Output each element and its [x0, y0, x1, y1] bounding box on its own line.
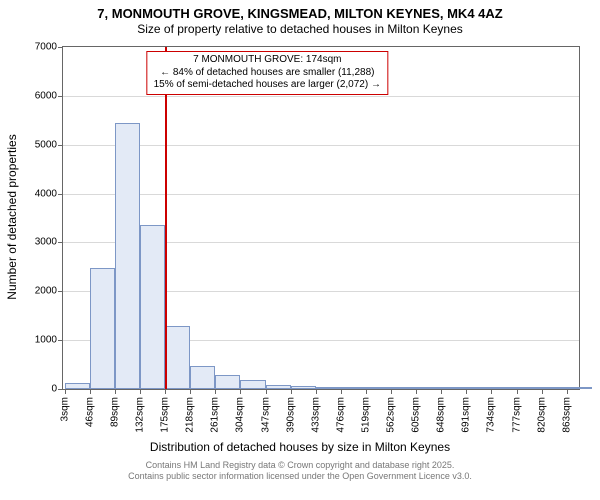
- xtick-label: 89sqm: [109, 397, 120, 427]
- xtick-mark: [266, 389, 267, 394]
- histogram-bar: [140, 225, 165, 389]
- ytick-label: 6000: [35, 90, 57, 101]
- x-axis-label: Distribution of detached houses by size …: [0, 440, 600, 454]
- xtick-mark: [215, 389, 216, 394]
- xtick-mark: [240, 389, 241, 394]
- histogram-bar: [90, 268, 115, 389]
- xtick-label: 863sqm: [561, 397, 572, 433]
- ytick-mark: [58, 242, 63, 243]
- xtick-label: 820sqm: [536, 397, 547, 433]
- xtick-mark: [441, 389, 442, 394]
- xtick-mark: [140, 389, 141, 394]
- histogram-bar: [366, 387, 391, 389]
- attribution-line-1: Contains HM Land Registry data © Crown c…: [0, 460, 600, 471]
- plot-area: 010002000300040005000600070003sqm46sqm89…: [62, 46, 580, 390]
- histogram-bar: [240, 380, 265, 389]
- xtick-label: 218sqm: [185, 397, 196, 433]
- xtick-label: 46sqm: [84, 397, 95, 427]
- histogram-bar: [291, 386, 316, 389]
- ytick-mark: [58, 47, 63, 48]
- histogram-bar: [190, 366, 215, 389]
- ytick-mark: [58, 340, 63, 341]
- xtick-mark: [190, 389, 191, 394]
- histogram-bar: [115, 123, 140, 389]
- xtick-mark: [391, 389, 392, 394]
- xtick-label: 175sqm: [160, 397, 171, 433]
- attribution-text: Contains HM Land Registry data © Crown c…: [0, 460, 600, 482]
- xtick-label: 734sqm: [486, 397, 497, 433]
- ytick-mark: [58, 145, 63, 146]
- histogram-bar: [266, 385, 291, 389]
- xtick-mark: [567, 389, 568, 394]
- histogram-bar: [65, 383, 90, 389]
- xtick-mark: [416, 389, 417, 394]
- xtick-label: 691sqm: [461, 397, 472, 433]
- histogram-bar: [567, 387, 592, 389]
- xtick-label: 433sqm: [310, 397, 321, 433]
- ytick-mark: [58, 194, 63, 195]
- histogram-bar: [416, 387, 441, 389]
- xtick-mark: [491, 389, 492, 394]
- xtick-mark: [291, 389, 292, 394]
- xtick-mark: [316, 389, 317, 394]
- ytick-label: 0: [51, 384, 57, 395]
- ytick-label: 2000: [35, 286, 57, 297]
- histogram-bar: [341, 387, 366, 389]
- xtick-mark: [115, 389, 116, 394]
- histogram-bar: [517, 387, 542, 389]
- annotation-line-1: 7 MONMOUTH GROVE: 174sqm: [154, 54, 381, 67]
- property-annotation: 7 MONMOUTH GROVE: 174sqm← 84% of detache…: [147, 51, 388, 95]
- ytick-mark: [58, 96, 63, 97]
- xtick-label: 648sqm: [436, 397, 447, 433]
- grid-line: [63, 96, 579, 97]
- xtick-mark: [517, 389, 518, 394]
- ytick-mark: [58, 389, 63, 390]
- chart-title-block: 7, MONMOUTH GROVE, KINGSMEAD, MILTON KEY…: [0, 0, 600, 36]
- chart-title-1: 7, MONMOUTH GROVE, KINGSMEAD, MILTON KEY…: [0, 6, 600, 22]
- histogram-bar: [542, 387, 567, 389]
- ytick-label: 7000: [35, 42, 57, 53]
- attribution-line-2: Contains public sector information licen…: [0, 471, 600, 482]
- xtick-mark: [341, 389, 342, 394]
- histogram-bar: [466, 387, 491, 389]
- xtick-mark: [542, 389, 543, 394]
- grid-line: [63, 194, 579, 195]
- xtick-mark: [165, 389, 166, 394]
- xtick-label: 562sqm: [386, 397, 397, 433]
- xtick-label: 3sqm: [59, 397, 70, 421]
- histogram-bar: [441, 387, 466, 389]
- ytick-label: 4000: [35, 188, 57, 199]
- xtick-label: 777sqm: [511, 397, 522, 433]
- xtick-mark: [90, 389, 91, 394]
- xtick-label: 390sqm: [285, 397, 296, 433]
- histogram-bar: [491, 387, 516, 389]
- annotation-line-2: ← 84% of detached houses are smaller (11…: [154, 67, 381, 80]
- xtick-label: 304sqm: [235, 397, 246, 433]
- histogram-bar: [391, 387, 416, 389]
- xtick-mark: [366, 389, 367, 394]
- xtick-mark: [65, 389, 66, 394]
- xtick-label: 476sqm: [335, 397, 346, 433]
- histogram-bar: [316, 387, 341, 389]
- xtick-label: 132sqm: [135, 397, 146, 433]
- property-marker-line: [165, 47, 167, 389]
- ytick-mark: [58, 291, 63, 292]
- xtick-label: 519sqm: [360, 397, 371, 433]
- xtick-label: 261sqm: [210, 397, 221, 433]
- histogram-chart: 7, MONMOUTH GROVE, KINGSMEAD, MILTON KEY…: [0, 0, 600, 500]
- ytick-label: 5000: [35, 139, 57, 150]
- chart-title-2: Size of property relative to detached ho…: [0, 22, 600, 36]
- ytick-label: 3000: [35, 237, 57, 248]
- xtick-label: 605sqm: [411, 397, 422, 433]
- y-axis-label: Number of detached properties: [5, 46, 19, 388]
- histogram-bar: [165, 326, 190, 389]
- ytick-label: 1000: [35, 335, 57, 346]
- xtick-label: 347sqm: [260, 397, 271, 433]
- histogram-bar: [215, 375, 240, 389]
- grid-line: [63, 145, 579, 146]
- xtick-mark: [466, 389, 467, 394]
- annotation-line-3: 15% of semi-detached houses are larger (…: [154, 79, 381, 92]
